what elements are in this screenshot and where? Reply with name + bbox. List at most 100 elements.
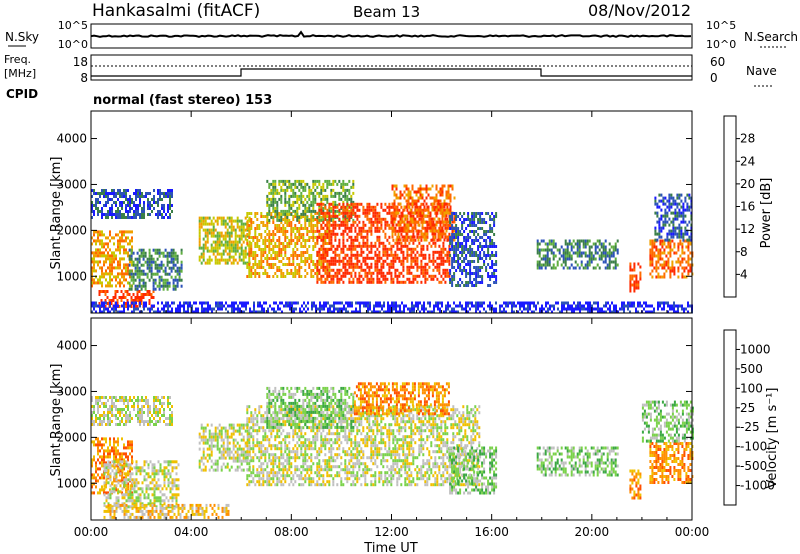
data-cell <box>674 208 677 212</box>
data-cell <box>599 307 601 311</box>
data-cell <box>348 197 351 201</box>
data-cell <box>288 209 291 213</box>
data-cell <box>664 214 667 218</box>
data-cell <box>285 304 287 308</box>
data-cell <box>336 214 339 218</box>
data-cell <box>356 202 359 206</box>
data-cell <box>660 199 663 203</box>
data-cell <box>554 254 557 258</box>
data-cell <box>589 307 591 311</box>
data-cell <box>398 208 401 212</box>
data-cell <box>274 215 277 218</box>
data-cell <box>688 238 691 242</box>
data-cell <box>284 179 287 183</box>
data-cell <box>433 232 436 236</box>
data-cell <box>384 253 387 257</box>
data-cell <box>254 242 257 245</box>
data-cell <box>436 262 439 266</box>
data-cell <box>340 197 343 201</box>
data-cell <box>270 203 273 207</box>
data-cell <box>340 223 343 227</box>
data-cell <box>389 304 391 308</box>
data-cell <box>511 310 513 314</box>
data-cell <box>250 275 253 278</box>
data-cell <box>348 226 351 230</box>
data-cell <box>381 304 383 308</box>
data-cell <box>202 246 205 250</box>
data-cell <box>330 229 333 233</box>
data-cell <box>304 221 307 224</box>
data-cell <box>93 204 95 207</box>
data-cell <box>631 283 634 287</box>
data-cell <box>672 229 675 233</box>
data-cell <box>507 304 509 308</box>
data-cell <box>682 238 685 242</box>
data-cell <box>131 260 133 264</box>
data-cell <box>156 251 159 255</box>
data-cell <box>250 242 253 245</box>
data-cell <box>326 259 329 263</box>
data-cell <box>465 304 467 308</box>
data-cell <box>411 211 414 215</box>
data-cell <box>376 253 379 257</box>
data-cell <box>435 208 438 212</box>
data-cell <box>202 216 205 220</box>
data-cell <box>324 247 327 251</box>
data-cell <box>101 304 103 308</box>
data-cell <box>224 222 227 226</box>
data-cell <box>147 307 149 311</box>
data-cell <box>304 239 307 242</box>
data-cell <box>312 209 315 213</box>
data-cell <box>236 234 239 238</box>
data-cell <box>320 188 323 192</box>
data-cell <box>656 205 659 209</box>
data-cell <box>467 224 470 227</box>
data-cell <box>436 250 439 254</box>
data-cell <box>123 263 125 267</box>
data-cell <box>318 256 321 260</box>
data-cell <box>678 235 681 239</box>
data-cell <box>386 253 389 257</box>
data-cell <box>426 262 429 266</box>
data-cell <box>109 281 111 285</box>
data-cell <box>433 235 436 239</box>
data-cell <box>300 275 303 278</box>
data-cell <box>435 193 438 197</box>
data-cell <box>140 263 143 267</box>
data-cell <box>142 251 145 255</box>
data-cell <box>105 257 107 261</box>
data-cell <box>350 200 353 204</box>
data-cell <box>299 307 301 311</box>
data-cell <box>272 275 275 278</box>
data-cell <box>390 217 393 221</box>
data-cell <box>352 268 355 272</box>
data-cell <box>324 211 327 215</box>
data-cell <box>597 301 599 305</box>
data-cell <box>604 245 607 249</box>
data-cell <box>164 266 167 270</box>
data-cell <box>308 209 311 213</box>
data-cell <box>159 310 161 314</box>
data-cell <box>262 248 265 251</box>
data-cell <box>241 301 243 305</box>
data-cell <box>424 268 427 272</box>
data-cell <box>332 200 335 204</box>
data-cell <box>324 203 327 207</box>
data-cell <box>680 211 683 215</box>
data-cell <box>395 196 398 200</box>
data-cell <box>247 301 249 305</box>
data-cell <box>658 223 661 227</box>
data-cell <box>266 194 269 198</box>
data-cell <box>220 240 223 244</box>
data-cell <box>412 256 415 260</box>
data-cell <box>242 258 245 262</box>
data-cell <box>115 304 117 308</box>
data-cell <box>264 248 267 251</box>
data-cell <box>218 246 221 250</box>
data-cell <box>356 232 359 236</box>
data-cell <box>134 266 137 270</box>
data-cell <box>407 187 410 191</box>
data-cell <box>493 272 496 275</box>
data-cell <box>93 269 95 273</box>
data-cell <box>463 284 466 287</box>
